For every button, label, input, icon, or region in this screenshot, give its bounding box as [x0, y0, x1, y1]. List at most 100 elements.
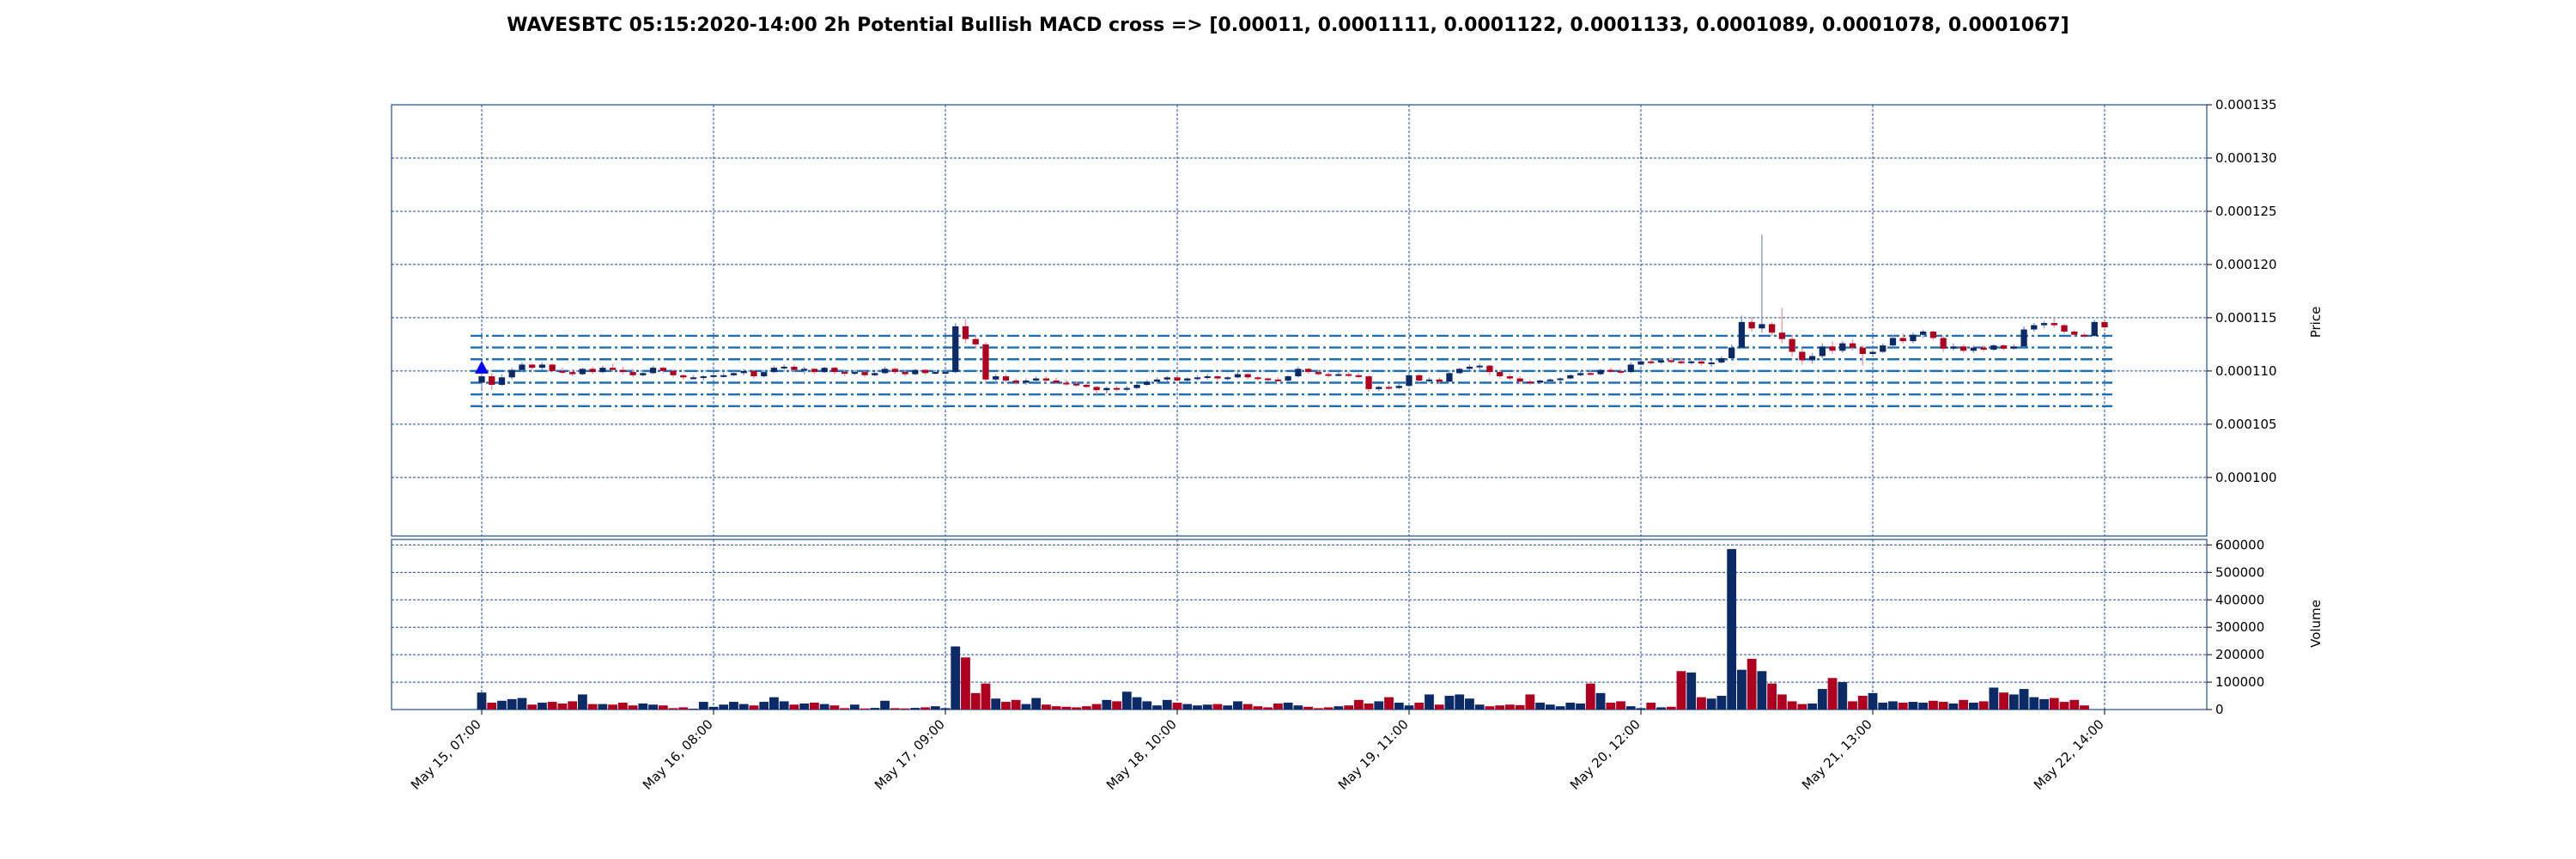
candle-body — [1587, 373, 1594, 375]
candle-body — [1012, 381, 1019, 383]
volume-bar — [678, 707, 689, 710]
volume-bar — [507, 698, 517, 710]
volume-bar — [1132, 697, 1142, 710]
candle-body — [700, 376, 707, 379]
volume-bar — [940, 708, 951, 710]
candle-body — [1920, 332, 1927, 335]
volume-bar — [1061, 706, 1072, 710]
volume-bar — [1787, 701, 1797, 710]
candle-body — [2040, 323, 2048, 326]
candle-body — [1285, 376, 1291, 381]
candle-body — [1829, 346, 1836, 351]
candle-body — [1648, 361, 1655, 363]
volume-bar — [1021, 704, 1031, 710]
volume-bar — [819, 704, 829, 710]
candle-body — [740, 370, 747, 374]
volume-bar — [1404, 705, 1414, 710]
candle-body — [1567, 375, 1574, 379]
x-tick-label: May 18, 10:00 — [1103, 716, 1180, 793]
candle-body — [952, 326, 959, 373]
candle-body — [609, 368, 617, 370]
volume-bar — [1394, 703, 1404, 710]
volume-bar — [1223, 705, 1233, 710]
candle-body — [902, 372, 908, 375]
volume-bar — [1425, 694, 1434, 710]
candle-body — [1607, 369, 1614, 372]
volume-tick-label: 400000 — [2215, 592, 2264, 607]
chart-title: WAVESBTC 05:15:2020-14:00 2h Potential B… — [507, 15, 2069, 36]
candle-body — [1950, 346, 1957, 349]
price-tick-label: 0.000135 — [2215, 97, 2277, 113]
volume-bar — [809, 703, 819, 710]
volume-bar — [1313, 708, 1323, 710]
volume-bar — [789, 704, 799, 710]
candle-body — [1042, 378, 1050, 381]
candle-body — [1688, 361, 1695, 363]
volume-bar — [1474, 704, 1485, 710]
volume-bar — [1797, 704, 1807, 710]
volume-bar — [1515, 704, 1525, 710]
volume-bar — [1001, 702, 1011, 710]
candle-body — [1980, 347, 1987, 350]
candle-body — [1144, 381, 1151, 385]
volume-bar — [981, 683, 991, 710]
price-tick-label: 0.000100 — [2215, 470, 2277, 485]
candle-body — [750, 370, 757, 377]
candle-body — [861, 372, 868, 375]
volume-bar — [1051, 706, 1061, 710]
candle-body — [579, 369, 586, 375]
candle-body — [921, 369, 929, 374]
candle-body — [2000, 345, 2008, 349]
volume-bar — [1706, 698, 1716, 710]
volume-bar — [1455, 694, 1465, 710]
candle-body — [1295, 369, 1302, 377]
candle-body — [881, 369, 889, 374]
candle-body — [478, 376, 485, 383]
volume-tick-label: 0 — [2215, 702, 2224, 717]
candle-body — [1778, 332, 1785, 339]
candle-body — [498, 377, 506, 385]
volume-bar — [1031, 698, 1042, 710]
candle-body — [1678, 361, 1685, 363]
candle-body — [1395, 386, 1402, 388]
volume-bar — [1112, 701, 1121, 710]
volume-bar — [738, 704, 749, 710]
candle-body — [1406, 375, 1413, 387]
volume-bar — [1838, 682, 1848, 710]
volume-bar — [658, 705, 668, 710]
candle-body — [720, 375, 727, 377]
candle-body — [1345, 374, 1352, 376]
x-tick-label: May 20, 12:00 — [1567, 716, 1643, 793]
candle-body — [1416, 375, 1423, 381]
volume-bar — [2008, 694, 2019, 710]
volume-bar — [849, 704, 860, 710]
x-tick-label: May 17, 09:00 — [872, 716, 948, 793]
candle-body — [559, 370, 566, 373]
candle-body — [1497, 372, 1504, 377]
candle-body — [872, 373, 878, 375]
volume-bar — [1938, 702, 1948, 710]
volume-bar — [1212, 704, 1223, 710]
volume-plot-frame — [391, 539, 2208, 710]
volume-bar — [759, 702, 769, 710]
volume-bar — [2019, 689, 2029, 710]
candle-body — [599, 368, 606, 373]
candle-body — [821, 368, 828, 373]
candle-body — [891, 369, 898, 373]
candle-body — [489, 376, 495, 385]
volume-bar — [1817, 689, 1827, 710]
candle-body — [932, 372, 939, 375]
volume-axis-label: Volume — [2308, 600, 2324, 648]
candle-body — [1002, 376, 1010, 381]
volume-bar — [698, 702, 708, 710]
volume-bar — [951, 646, 961, 710]
volume-bar — [1757, 671, 1767, 710]
volume-bar — [1686, 672, 1697, 710]
candle-body — [781, 366, 787, 369]
volume-bar — [1444, 696, 1455, 710]
candle-body — [1376, 387, 1382, 389]
candle-body — [1083, 384, 1090, 387]
candle-body — [972, 338, 979, 344]
volume-bar — [1384, 697, 1394, 710]
candle-body — [1808, 356, 1816, 361]
